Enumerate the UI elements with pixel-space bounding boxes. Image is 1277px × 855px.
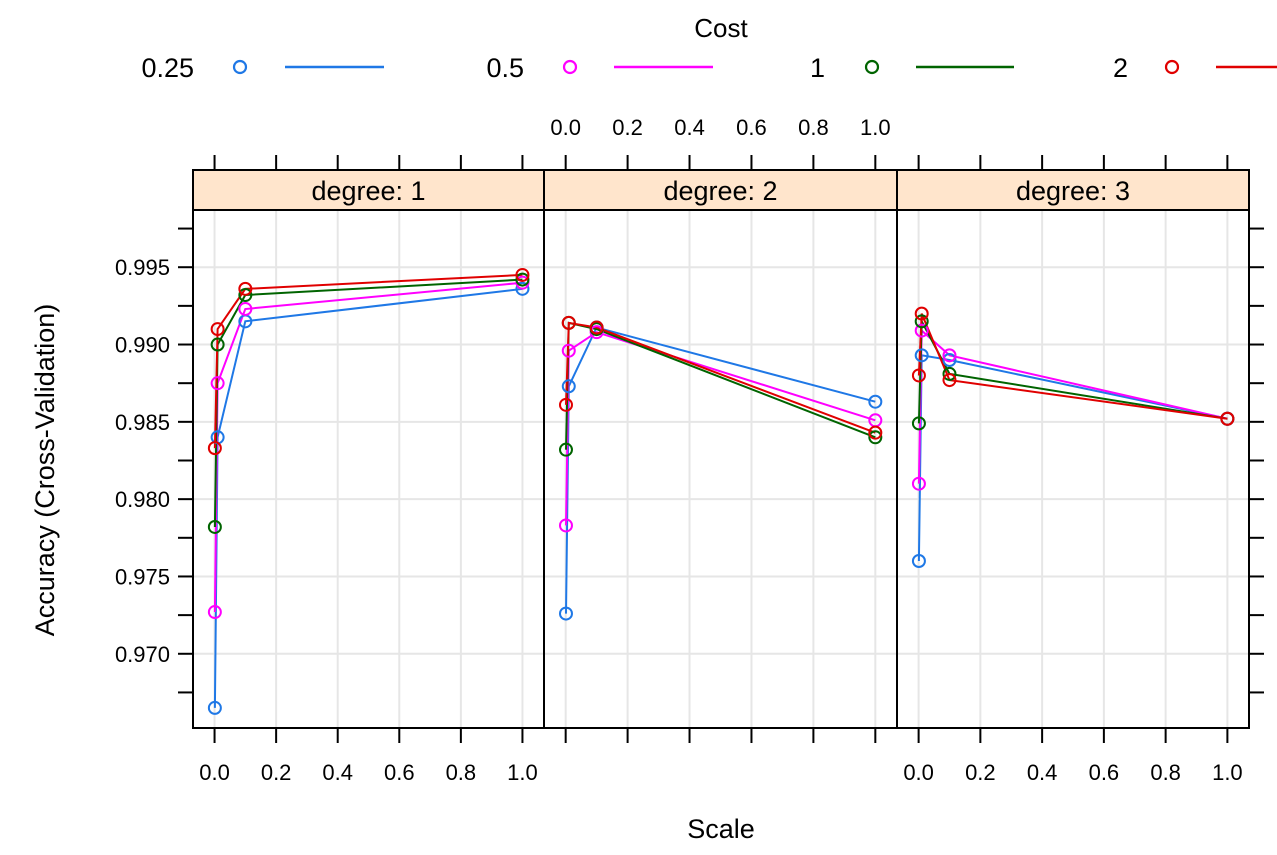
- legend-title: Cost: [694, 13, 748, 43]
- data-point-cost-0-25: [868, 394, 883, 409]
- legend-label-cost-1: 1: [810, 53, 825, 83]
- data-point-cost-0-5: [558, 518, 573, 533]
- series-line-cost-0-25: [917, 354, 1228, 562]
- panel-frame: [192, 169, 545, 729]
- data-point-cost-0-25: [558, 606, 573, 621]
- panel-strip-label: degree: 2: [663, 176, 777, 206]
- legend: 0.25 0.5 1 2: [141, 53, 1277, 83]
- panel-1: degree: 1 0.0 0.2 0.4 0.6 0.8 1.0: [192, 155, 545, 785]
- data-point-cost-2: [561, 315, 576, 330]
- data-point-cost-2: [558, 397, 573, 412]
- series-line-cost-0-5: [565, 331, 876, 526]
- x-tick-label: 0.4: [1027, 760, 1058, 785]
- data-point-cost-2: [911, 368, 926, 383]
- data-point-cost-0-5: [210, 376, 225, 391]
- data-point-cost-1: [942, 366, 957, 381]
- data-point-cost-2: [589, 320, 604, 335]
- data-point-cost-2: [1220, 411, 1235, 426]
- data-point-cost-2: [868, 425, 883, 440]
- y-axis: 0.970 0.975 0.980 0.985 0.990 0.995: [115, 227, 1264, 694]
- data-point-cost-2: [207, 441, 222, 456]
- series-line-cost-2: [565, 321, 876, 434]
- data-point-cost-0-5: [911, 476, 926, 491]
- x-tick-label: 0.6: [736, 115, 767, 140]
- x-tick-label: 0.2: [965, 760, 996, 785]
- data-point-cost-2: [210, 322, 225, 337]
- data-point-cost-0-25: [911, 554, 926, 569]
- y-tick-label: 0.975: [115, 564, 170, 589]
- x-tick-label: 0.8: [446, 760, 477, 785]
- panel-frame: [896, 169, 1250, 729]
- data-point-cost-1: [207, 519, 222, 534]
- y-tick-label: 0.995: [115, 255, 170, 280]
- x-tick-label: 0.0: [550, 115, 581, 140]
- data-point-cost-1: [911, 416, 926, 431]
- data-point-cost-0-5: [207, 605, 222, 620]
- data-point-cost-0-5: [942, 348, 957, 363]
- data-point-cost-2: [942, 373, 957, 388]
- legend-marker-cost-1: [864, 59, 880, 75]
- x-tick-label: 0.8: [1150, 760, 1181, 785]
- data-point-cost-0-25: [561, 379, 576, 394]
- data-point-cost-1: [515, 272, 530, 287]
- series-line-cost-1: [213, 278, 523, 528]
- data-point-cost-1: [914, 314, 929, 329]
- x-tick-label: 0.2: [261, 760, 292, 785]
- data-point-cost-0-5: [561, 343, 576, 358]
- panel-2: degree: 2 0.0 0.2 0.4 0.6 0.8 1.0: [543, 115, 898, 743]
- x-tick-label: 0.6: [1089, 760, 1120, 785]
- panel-strip-label: degree: 3: [1016, 176, 1130, 206]
- x-tick-label: 0.0: [903, 760, 934, 785]
- y-tick-label: 0.985: [115, 410, 170, 435]
- data-point-cost-1: [558, 442, 573, 457]
- data-point-cost-2: [914, 306, 929, 321]
- x-tick-label: 0.4: [674, 115, 705, 140]
- x-tick-label: 0.2: [612, 115, 643, 140]
- data-point-cost-0-25: [515, 281, 530, 296]
- x-axis-label: Scale: [687, 814, 755, 844]
- data-point-cost-2: [238, 281, 253, 296]
- legend-label-cost-0-5: 0.5: [486, 53, 524, 83]
- series-line-cost-0-5: [213, 281, 523, 613]
- panel-frame: [543, 169, 898, 729]
- series-line-cost-0-5: [917, 328, 1228, 484]
- x-tick-label: 1.0: [860, 115, 891, 140]
- x-tick-label: 1.0: [507, 760, 538, 785]
- series-line-cost-1: [565, 321, 876, 450]
- x-tick-label: 1.0: [1212, 760, 1243, 785]
- legend-label-cost-0-25: 0.25: [141, 53, 194, 83]
- legend-marker-cost-0-25: [232, 59, 248, 75]
- series-line-cost-2: [917, 313, 1228, 420]
- panel-strip-label: degree: 1: [311, 176, 425, 206]
- y-axis-label: Accuracy (Cross-Validation): [30, 304, 60, 637]
- data-point-cost-0-5: [914, 323, 929, 338]
- data-point-cost-1: [210, 337, 225, 352]
- legend-marker-cost-2: [1164, 59, 1180, 75]
- data-point-cost-0-25: [942, 352, 957, 367]
- data-point-cost-0-25: [207, 700, 222, 715]
- data-point-cost-1: [868, 430, 883, 445]
- data-point-cost-0-5: [238, 301, 253, 316]
- legend-label-cost-2: 2: [1113, 53, 1128, 83]
- y-tick-label: 0.990: [115, 333, 170, 358]
- y-tick-label: 0.970: [115, 642, 170, 667]
- x-tick-label: 0.4: [322, 760, 353, 785]
- data-point-cost-0-25: [914, 348, 929, 363]
- x-tick-label: 0.8: [798, 115, 829, 140]
- panel-strip: [192, 169, 545, 211]
- data-point-cost-1: [238, 288, 253, 303]
- panel-3: degree: 3 0.0 0.2 0.4 0.6 0.8 1.0: [896, 155, 1250, 785]
- data-point-cost-2: [515, 267, 530, 282]
- x-tick-label: 0.6: [384, 760, 415, 785]
- x-tick-label: 0.0: [199, 760, 230, 785]
- y-tick-label: 0.980: [115, 487, 170, 512]
- legend-marker-cost-0-5: [562, 59, 578, 75]
